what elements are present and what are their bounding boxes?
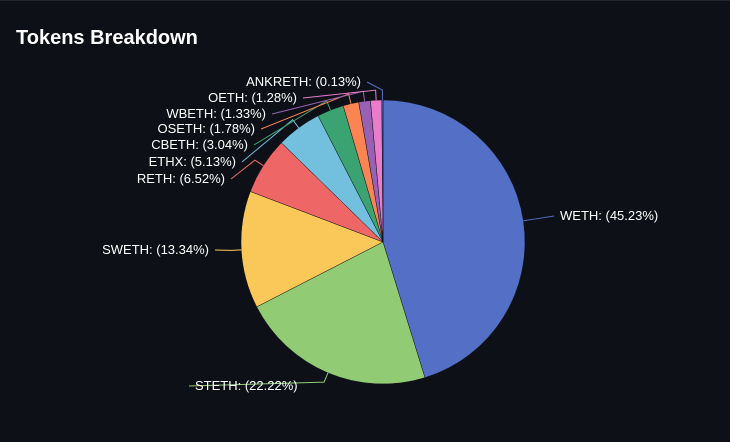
label-leader-line [523,215,555,222]
label-leader-line [366,81,383,101]
label-leader-line [241,119,300,163]
slice-label: OSETH: (1.78%) [157,121,255,136]
slice-label: RETH: (6.52%) [137,171,225,186]
label-leader-line [302,89,377,101]
chart-title: Tokens Breakdown [16,27,198,49]
slice-label: SWETH: (13.34%) [102,242,209,257]
pie-slice[interactable] [240,191,384,308]
label-leader-line [214,249,242,251]
slice-label: OETH: (1.28%) [208,90,297,105]
slice-label: WETH: (45.23%) [560,208,658,223]
slice-label: STETH: (22.22%) [195,378,298,393]
label-leader-line [260,93,352,130]
slice-label: ANKRETH: (0.13%) [246,74,361,89]
slice-label: WBETH: (1.33%) [166,106,266,121]
slice-label: ETHX: (5.13%) [149,154,236,169]
pie-slice[interactable] [382,99,526,378]
slice-label: CBETH: (3.04%) [151,137,248,152]
label-leader-line [230,159,264,180]
label-leader-line [188,372,329,387]
